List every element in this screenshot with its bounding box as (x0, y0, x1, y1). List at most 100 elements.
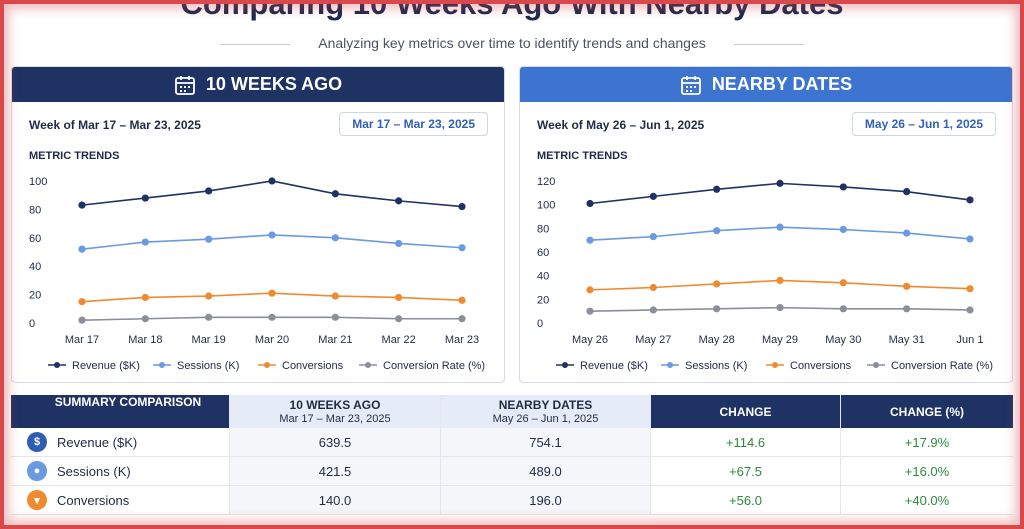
page-subtitle: Analyzing key metrics over time to ident… (318, 35, 706, 51)
legend-marker (365, 362, 371, 368)
data-point (395, 293, 403, 302)
metric-cell: ● Sessions (K) (11, 457, 230, 485)
table-header-row: SUMMARY COMPARISON 10 WEEKS AGO Mar 17 –… (11, 395, 1013, 428)
panel-nearby-dates: NEARBY DATES Week of May 26 – Jun 1, 202… (519, 66, 1013, 383)
date-range-pill[interactable]: Mar 17 – Mar 23, 2025 (339, 112, 488, 136)
y-tick-label: 80 (537, 223, 549, 235)
data-point (331, 234, 339, 242)
data-point (839, 305, 847, 313)
data-point (903, 305, 911, 313)
data-point (268, 177, 276, 185)
x-tick-label: Mar 20 (255, 334, 289, 346)
panel-header: NEARBY DATES (520, 67, 1012, 102)
header-subtitle: Mar 17 – Mar 23, 2025 (279, 413, 391, 425)
line-chart-svg: 0 20 40 60 80 100 Mar 17 Mar 18 Mar 19 Mar 20 Mar … (29, 176, 485, 372)
data-point (713, 227, 721, 235)
panel-header: 10 WEEKS AGO (12, 67, 504, 102)
data-point (395, 197, 403, 205)
line-chart-svg: 0 20 40 60 80 100 120 May 26 May 27 May 28 May 29 M… (537, 176, 993, 372)
page-title: Comparing 10 Weeks Ago With Nearby Dates (180, 0, 844, 21)
header-metric: SUMMARY COMPARISON (11, 395, 230, 428)
data-point (331, 313, 339, 321)
x-tick-label: Mar 23 (445, 334, 479, 346)
header-title: NEARBY DATES (498, 398, 593, 412)
data-point (141, 293, 149, 302)
y-tick-label: 20 (29, 290, 41, 302)
change-percent-value: +40.0% (904, 492, 950, 508)
x-tick-label: May 27 (635, 334, 671, 346)
header-change-percent: CHANGE (%) (841, 395, 1013, 428)
calendar-icon (680, 75, 701, 95)
data-point (78, 201, 86, 209)
x-tick-label: Mar 22 (382, 334, 416, 346)
metric-name: Sessions (K) (57, 463, 131, 479)
data-point (586, 307, 594, 315)
x-tick-label: Mar 17 (65, 334, 99, 346)
x-tick-label: May 26 (572, 334, 608, 346)
y-tick-label: 120 (537, 176, 555, 188)
x-tick-label: Jun 1 (957, 334, 984, 346)
value-10-weeks-ago: 140.0 (230, 486, 441, 514)
header-10-weeks-ago: 10 WEEKS AGO Mar 17 – Mar 23, 2025 (230, 395, 441, 428)
data-point (649, 283, 657, 292)
y-tick-label: 60 (537, 247, 549, 259)
data-point (776, 179, 784, 187)
x-tick-label: Mar 18 (128, 334, 162, 346)
data-point (776, 223, 784, 231)
change-value: +56.0 (651, 486, 841, 514)
data-point (141, 315, 149, 323)
data-point (268, 231, 276, 239)
week-label: Week of May 26 – Jun 1, 2025 (537, 118, 705, 132)
data-point (713, 305, 721, 313)
data-point (141, 194, 149, 202)
x-tick-label: May 29 (762, 334, 798, 346)
subtitle-rule-left (220, 44, 290, 45)
change-value: +114.6 (651, 428, 841, 456)
data-point (586, 236, 594, 244)
header-subtitle: May 26 – Jun 1, 2025 (492, 413, 599, 425)
week-label: Week of Mar 17 – Mar 23, 2025 (29, 118, 201, 132)
data-point (331, 190, 339, 198)
data-point (586, 199, 594, 208)
table-row: $ Revenue ($K) 639.5 754.1 +114.6 +17.9% (11, 428, 1013, 457)
metric-trends-chart-right: 0 20 40 60 80 100 120 May 26 May 27 May 28 May 29 M… (520, 167, 1014, 387)
y-tick-label: 100 (537, 200, 555, 212)
y-tick-label: 20 (537, 294, 549, 306)
value-10-weeks-ago: 421.5 (230, 457, 441, 485)
metric-trends-label: METRIC TRENDS (29, 150, 120, 162)
header-title: 10 WEEKS AGO (289, 398, 381, 412)
data-point (776, 304, 784, 312)
x-tick-label: May 28 (699, 334, 735, 346)
data-point (903, 282, 911, 290)
y-tick-label: 40 (29, 261, 41, 273)
metric-trends-label: METRIC TRENDS (537, 150, 628, 162)
table-row: ▾ Conversions 140.0 196.0 +56.0 +40.0% (11, 486, 1013, 515)
data-point (78, 298, 86, 306)
legend-marker (159, 362, 165, 368)
y-tick-label: 80 (29, 204, 41, 216)
header-nearby-dates: NEARBY DATES May 26 – Jun 1, 2025 (441, 395, 651, 428)
x-tick-label: May 30 (825, 334, 861, 346)
panel-title: NEARBY DATES (711, 74, 853, 94)
data-point (458, 296, 466, 304)
data-point (141, 238, 149, 246)
legend-marker (54, 362, 60, 368)
panel-title: 10 WEEKS AGO (205, 74, 343, 94)
data-point (903, 188, 911, 196)
dollar-icon: $ (27, 432, 47, 452)
value-10-weeks-ago: 639.5 (230, 428, 441, 456)
header-change: CHANGE (651, 395, 841, 428)
data-point (205, 187, 213, 195)
legend-marker (264, 362, 270, 368)
date-range-pill[interactable]: May 26 – Jun 1, 2025 (851, 112, 996, 136)
data-point (268, 313, 276, 321)
legend-marker (562, 362, 568, 368)
data-point (649, 192, 657, 200)
metric-name: Revenue ($K) (57, 434, 138, 450)
data-point (268, 289, 276, 297)
data-point (966, 235, 974, 243)
data-point (903, 229, 911, 237)
legend-label: Conversions (282, 360, 344, 372)
data-point (458, 202, 466, 211)
data-point (966, 306, 974, 314)
